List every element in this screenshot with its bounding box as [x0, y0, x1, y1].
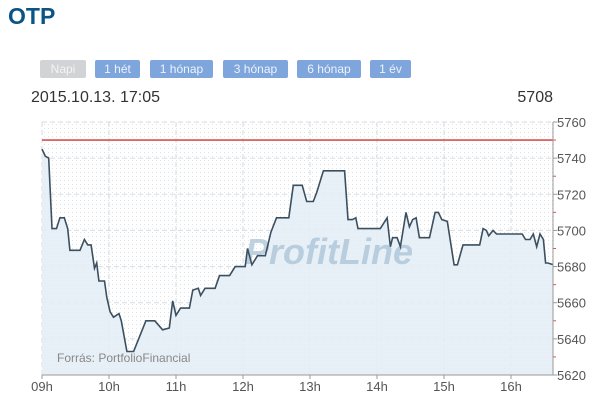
x-tick-label: 11h [166, 379, 187, 394]
x-tick-label: 13h [299, 379, 321, 394]
range-button-1-month[interactable]: 1 hónap [150, 60, 213, 78]
watermark: ProfitLine [245, 231, 413, 272]
y-tick-label: 5720 [557, 187, 586, 202]
axes: 5620 5640 5660 5680 5700 5720 5740 5760 09h 10h 11… [31, 115, 586, 394]
y-tick-label: 5620 [557, 368, 586, 383]
y-tick-label: 5760 [557, 115, 586, 130]
y-tick-label: 5660 [557, 296, 586, 311]
x-tick-label: 09h [31, 379, 53, 394]
range-button-6-months[interactable]: 6 hónap [297, 60, 361, 78]
range-button-3-months[interactable]: 3 hónap [223, 60, 288, 78]
x-tick-label: 12h [232, 379, 254, 394]
last-price: 5708 [517, 89, 553, 106]
price-area [42, 149, 554, 375]
y-tick-label: 5740 [557, 151, 586, 166]
x-tick-label: 14h [366, 379, 388, 394]
stock-title: OTP [8, 3, 56, 29]
x-tick-label: 15h [433, 379, 455, 394]
x-tick-label: 10h [98, 379, 120, 394]
timestamp: 2015.10.13. 17:05 [31, 89, 161, 106]
y-tick-label: 5700 [557, 223, 586, 238]
price-line [41, 148, 554, 353]
x-tick-label: 16h [500, 379, 522, 394]
y-tick-label: 5680 [557, 260, 586, 275]
range-button-1-week[interactable]: 1 hét [95, 60, 140, 78]
source-label: Forrás: PortfolioFinancial [57, 351, 190, 365]
range-button-1-year[interactable]: 1 év [370, 60, 411, 78]
range-button-daily[interactable]: Napi [40, 60, 86, 78]
y-tick-label: 5640 [557, 332, 586, 347]
